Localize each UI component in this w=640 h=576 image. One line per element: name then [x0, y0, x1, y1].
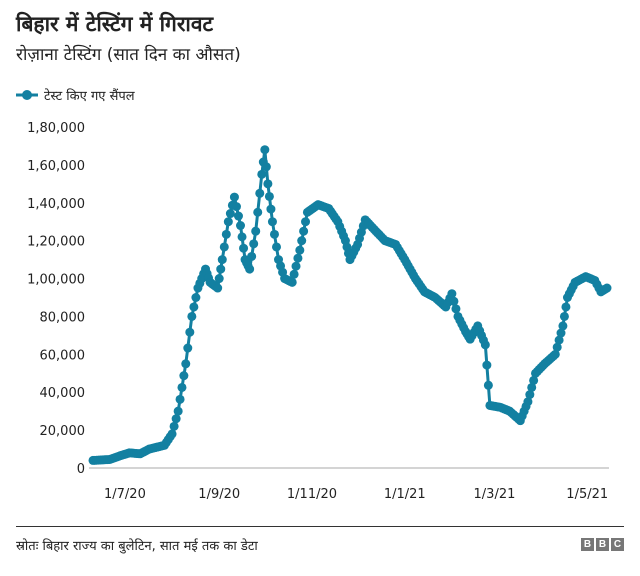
- data-point: [527, 382, 537, 392]
- y-tick-label: 20,000: [40, 424, 86, 439]
- y-tick-label: 1,40,000: [27, 197, 85, 212]
- data-point: [287, 277, 297, 287]
- data-point: [289, 269, 299, 279]
- data-point: [261, 162, 271, 172]
- data-point: [191, 293, 201, 302]
- data-point: [236, 221, 246, 231]
- y-tick-label: 1,00,000: [27, 273, 85, 288]
- data-point: [187, 311, 197, 321]
- source-note: स्रोतः बिहार राज्य का बुलेटिन, सात मई तक…: [16, 539, 258, 554]
- data-point: [550, 349, 560, 359]
- data-point: [183, 343, 193, 353]
- data-point: [217, 255, 227, 265]
- data-point: [185, 327, 195, 337]
- x-tick-label: 1/7/20: [104, 487, 146, 502]
- data-point: [214, 274, 224, 284]
- series-line: [92, 149, 608, 462]
- data-point: [239, 243, 249, 253]
- data-point: [189, 302, 199, 312]
- data-point: [260, 145, 270, 155]
- y-tick-label: 1,20,000: [27, 235, 85, 250]
- data-point: [523, 397, 533, 407]
- data-point: [237, 232, 247, 242]
- data-point: [221, 229, 231, 239]
- data-point: [525, 390, 535, 400]
- data-point: [223, 217, 233, 227]
- data-point: [181, 359, 191, 369]
- x-tick-label: 1/9/20: [198, 487, 240, 502]
- y-tick-label: 80,000: [40, 310, 86, 325]
- data-point: [301, 217, 311, 227]
- data-point: [257, 169, 267, 179]
- data-point: [482, 360, 492, 370]
- data-point: [171, 414, 181, 424]
- data-point: [559, 311, 569, 321]
- data-point: [251, 226, 261, 236]
- data-point: [169, 421, 179, 431]
- legend-label: टेस्ट किए गए सैंपल: [44, 89, 135, 104]
- data-point: [554, 335, 564, 345]
- data-point: [264, 191, 274, 201]
- data-point: [447, 289, 457, 299]
- chart-subtitle: रोज़ाना टेस्टिंग (सात दिन का औसत): [16, 45, 241, 65]
- data-point: [177, 382, 187, 392]
- data-point: [602, 283, 612, 293]
- data-point: [229, 192, 239, 202]
- data-point: [558, 321, 568, 331]
- data-point: [449, 296, 459, 306]
- data-point: [263, 179, 273, 189]
- data-point: [297, 236, 307, 246]
- data-point: [219, 242, 229, 252]
- data-point: [179, 371, 189, 381]
- x-tick-label: 1/11/20: [287, 487, 337, 502]
- data-point: [266, 204, 276, 214]
- data-point: [245, 264, 255, 274]
- data-point: [255, 188, 265, 198]
- data-point: [451, 304, 461, 314]
- data-point: [561, 302, 571, 312]
- y-tick-label: 0: [77, 462, 85, 477]
- data-point: [529, 375, 539, 385]
- data-point: [299, 226, 309, 236]
- data-point: [293, 253, 303, 263]
- data-point: [552, 342, 562, 352]
- x-tick-label: 1/5/21: [566, 487, 608, 502]
- data-point: [249, 239, 259, 249]
- data-point: [480, 340, 490, 350]
- data-point: [175, 394, 185, 404]
- data-point: [295, 245, 305, 255]
- data-point: [291, 261, 301, 271]
- y-tick-label: 1,80,000: [27, 121, 85, 136]
- legend-marker-icon: [16, 90, 38, 100]
- data-point: [233, 211, 243, 221]
- data-point: [225, 209, 235, 219]
- data-point: [267, 217, 277, 227]
- x-tick-label: 1/3/21: [474, 487, 516, 502]
- data-point: [269, 229, 279, 239]
- line-chart: 0 20,000 40,000 60,000 80,000 1,00,000 1,20,00…: [27, 121, 612, 502]
- data-point: [231, 202, 241, 212]
- data-point: [247, 251, 257, 261]
- data-point: [173, 406, 183, 416]
- data-point: [216, 264, 226, 274]
- data-point: [271, 242, 281, 252]
- data-point: [253, 207, 263, 217]
- y-tick-label: 60,000: [40, 348, 86, 363]
- footer-divider: [16, 526, 624, 527]
- data-point: [167, 429, 177, 439]
- legend: टेस्ट किए गए सैंपल: [14, 86, 135, 104]
- data-point: [556, 328, 566, 338]
- y-tick-label: 1,60,000: [27, 159, 85, 174]
- x-tick-label: 1/1/21: [384, 487, 426, 502]
- chart-title: बिहार में टेस्टिंग में गिरावट: [16, 12, 214, 36]
- y-tick-label: 40,000: [40, 386, 86, 401]
- data-point: [483, 380, 493, 390]
- data-point: [213, 283, 223, 293]
